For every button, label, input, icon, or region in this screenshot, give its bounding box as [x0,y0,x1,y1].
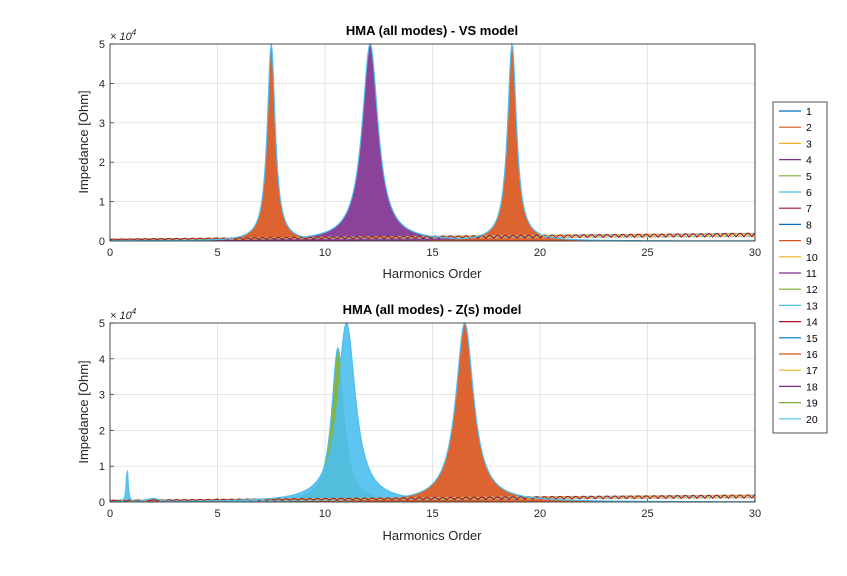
x-tick-label: 15 [426,508,438,520]
subplot-vs-model: 0 5 10 15 20 25 30 0 1 2 3 4 5 HMA (all modes) - VS… [76,23,761,281]
legend-entry: 10 [806,252,818,264]
legend-entry: 15 [806,333,818,345]
y-exponent: × 104 [110,307,137,322]
legend-entry: 2 [806,122,812,134]
legend-entry: 16 [806,349,818,361]
x-tick-label: 30 [749,508,761,520]
x-tick-label: 20 [534,247,546,259]
x-axis-label: Harmonics Order [383,266,483,281]
legend-entry: 8 [806,219,812,231]
y-tick-label: 2 [99,425,105,437]
y-tick-label: 2 [99,157,105,169]
y-tick-label: 1 [99,461,105,473]
x-tick-label: 0 [107,508,113,520]
envelope-line [110,321,755,503]
x-tick-labels: 0 5 10 15 20 25 30 [107,508,761,520]
plot-area [109,321,756,503]
y-axis-label: Impedance [Ohm] [76,360,91,463]
legend-entry: 17 [806,365,818,377]
legend-entry: 6 [806,187,812,199]
legend-entry: 9 [806,236,812,248]
chart-title: HMA (all modes) - Z(s) model [343,302,522,317]
x-tick-label: 15 [426,247,438,259]
legend-entry: 12 [806,284,818,296]
x-tick-label: 10 [319,247,331,259]
baseline-trace [109,232,756,241]
y-tick-label: 1 [99,197,105,209]
x-tick-label: 5 [214,247,220,259]
legend-entry: 3 [806,138,812,150]
x-tick-label: 25 [641,508,653,520]
x-tick-label: 0 [107,247,113,259]
x-axis-label: Harmonics Order [383,528,483,543]
x-tick-label: 20 [534,508,546,520]
x-tick-labels: 0 5 10 15 20 25 30 [107,247,761,259]
y-tick-label: 0 [99,497,105,509]
subplot-zs-model: 0 5 10 15 20 25 30 0 1 2 3 4 5 HMA (all modes) - Z(… [76,302,761,543]
legend-entry: 19 [806,398,818,410]
axes-box [109,322,756,503]
chart-title: HMA (all modes) - VS model [346,23,518,38]
y-tick-label: 5 [99,318,105,330]
legend-entry: 4 [806,155,812,167]
y-tick-label: 3 [99,118,105,130]
legend-entry: 5 [806,171,812,183]
y-tick-label: 0 [99,236,105,248]
x-tick-label: 30 [749,247,761,259]
y-tick-labels: 0 1 2 3 4 5 [99,318,105,509]
y-tick-label: 5 [99,39,105,51]
y-tick-label: 3 [99,390,105,402]
legend-entry: 20 [806,414,818,426]
legend-entry: 1 [806,106,812,118]
x-tick-label: 10 [319,508,331,520]
y-tick-label: 4 [99,78,105,90]
y-exponent: × 104 [110,28,137,43]
legend-box [772,101,828,434]
legend-entry: 7 [806,203,812,215]
legend-entry: 14 [806,317,818,329]
legend-entry: 18 [806,381,818,393]
y-tick-label: 4 [99,354,105,366]
legend-entry: 11 [806,268,817,280]
legend-entry: 13 [806,300,818,312]
x-tick-label: 25 [641,247,653,259]
mode-9-resonance-fill [110,44,755,241]
y-tick-labels: 0 1 2 3 4 5 [99,39,105,248]
y-axis-label: Impedance [Ohm] [76,90,91,193]
axes-box [109,43,756,242]
x-tick-label: 5 [214,508,220,520]
baseline-trace [109,494,756,502]
